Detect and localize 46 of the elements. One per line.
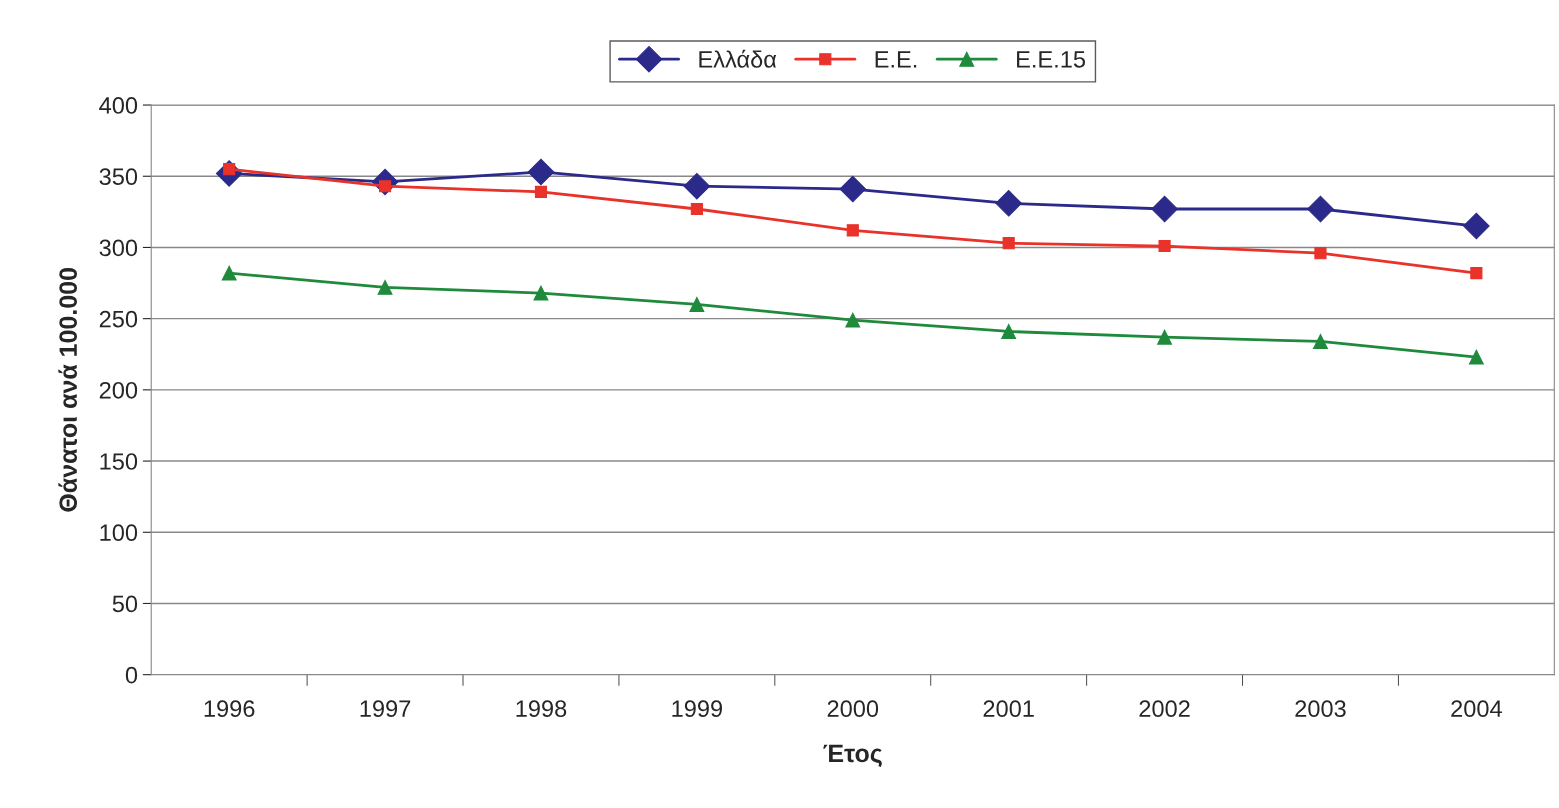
y-tick-label: 200 bbox=[99, 381, 138, 399]
point bbox=[683, 172, 711, 200]
x-tick-label: 2003 bbox=[1295, 700, 1346, 718]
point bbox=[995, 190, 1022, 217]
point bbox=[690, 202, 703, 216]
y-tick-label: 150 bbox=[100, 453, 138, 470]
x-tick-label: 2001 bbox=[983, 700, 1034, 718]
x-axis-title: Έτος bbox=[823, 744, 882, 767]
point bbox=[377, 279, 393, 295]
point bbox=[1151, 195, 1178, 223]
x-tick-label: 2000 bbox=[827, 700, 879, 718]
point bbox=[1158, 239, 1171, 253]
point bbox=[845, 312, 861, 328]
y-tick-label: 300 bbox=[99, 239, 138, 257]
point bbox=[1463, 212, 1490, 240]
point bbox=[839, 175, 867, 203]
point bbox=[533, 285, 549, 301]
y-tick-label: 50 bbox=[112, 595, 138, 613]
point bbox=[534, 185, 548, 198]
y-tick-label: 0 bbox=[125, 666, 138, 684]
x-tick-label: 1998 bbox=[516, 700, 567, 718]
y-tick-label: 400 bbox=[99, 97, 138, 114]
x-tick-label: 2004 bbox=[1451, 700, 1502, 718]
y-tick-label: 350 bbox=[99, 168, 138, 186]
point bbox=[1157, 329, 1173, 345]
point bbox=[1307, 195, 1334, 223]
legend-label: Ε.Ε.15 bbox=[1017, 51, 1086, 68]
point bbox=[1313, 333, 1328, 349]
point bbox=[689, 296, 705, 312]
point bbox=[1314, 247, 1327, 260]
point bbox=[1001, 324, 1017, 339]
point bbox=[1002, 237, 1015, 250]
point bbox=[221, 265, 237, 281]
y-axis-title: Θάνατοι ανά 100.000 bbox=[58, 268, 78, 512]
y-tick-label: 100 bbox=[100, 524, 138, 542]
legend-label: Ε.Ε. bbox=[875, 51, 917, 68]
point bbox=[527, 158, 555, 186]
y-tick-label: 250 bbox=[99, 310, 138, 328]
legend-label: Ελλάδα bbox=[699, 49, 777, 68]
point bbox=[846, 224, 859, 237]
x-tick-label: 1997 bbox=[360, 700, 411, 718]
x-tick-label: 1996 bbox=[204, 700, 255, 718]
point bbox=[1468, 349, 1484, 365]
x-tick-label: 2002 bbox=[1139, 700, 1190, 718]
x-tick-label: 1999 bbox=[672, 700, 723, 718]
point bbox=[1470, 267, 1483, 280]
